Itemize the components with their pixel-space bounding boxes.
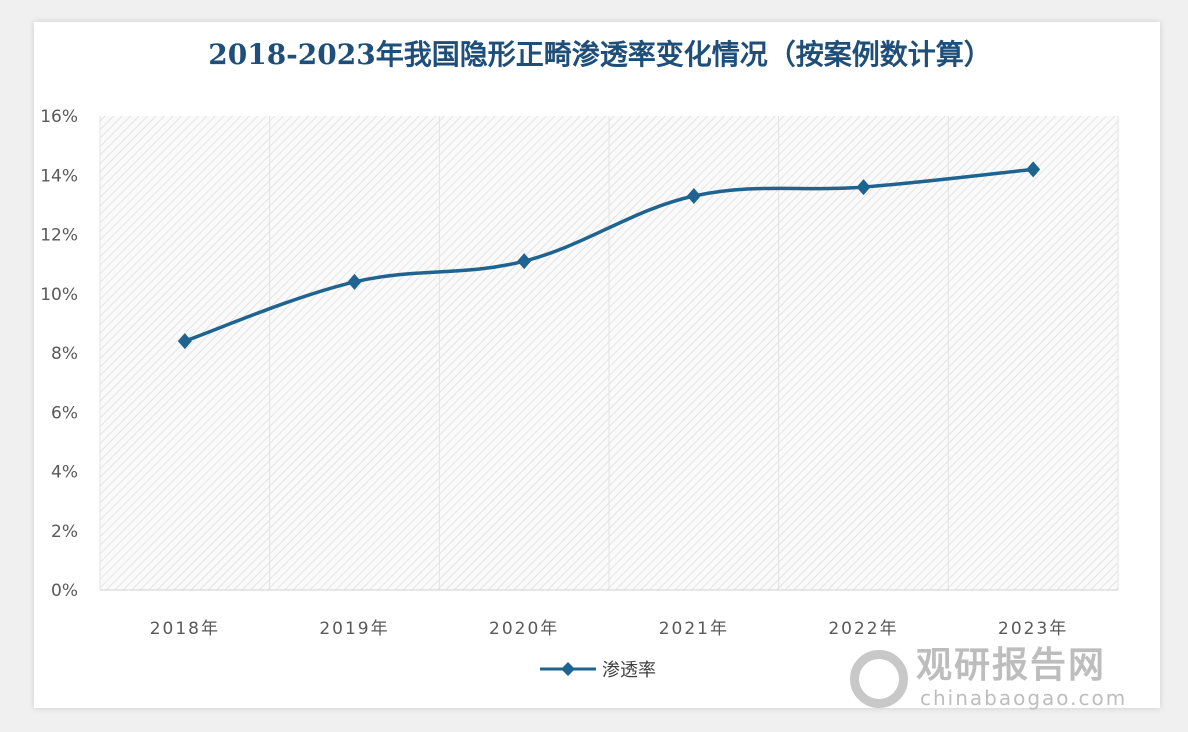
x-tick-label: 2023年 bbox=[998, 619, 1068, 639]
x-tick-label: 2019年 bbox=[319, 619, 389, 639]
legend-label: 渗透率 bbox=[602, 660, 656, 681]
data-point-marker bbox=[856, 179, 871, 196]
y-tick-label: 4% bbox=[51, 463, 78, 483]
watermark-logo-icon bbox=[850, 650, 908, 708]
chart-title: 2018-2023年我国隐形正畸渗透率变化情况（按案例数计算） bbox=[208, 38, 992, 71]
y-tick-label: 12% bbox=[40, 226, 78, 246]
series-line bbox=[184, 167, 1034, 343]
y-tick-label: 2% bbox=[51, 522, 78, 542]
watermark-cn: 观研报告网 bbox=[916, 645, 1107, 686]
legend-line-diamond-icon bbox=[540, 662, 596, 676]
data-point-marker bbox=[686, 187, 701, 204]
watermark-en: chinabaogao.com bbox=[920, 686, 1128, 710]
y-tick-label: 0% bbox=[51, 581, 78, 601]
y-tick-label: 14% bbox=[40, 166, 78, 186]
y-tick-label: 10% bbox=[40, 285, 78, 305]
y-tick-label: 16% bbox=[40, 107, 78, 127]
data-point-marker bbox=[177, 333, 192, 350]
data-point-marker bbox=[1026, 161, 1041, 178]
y-tick-label: 8% bbox=[51, 344, 78, 364]
x-tick-label: 2020年 bbox=[489, 619, 559, 639]
watermark: 观研报告网 chinabaogao.com bbox=[850, 646, 1127, 710]
data-point-marker bbox=[347, 273, 362, 290]
x-tick-label: 2018年 bbox=[150, 619, 220, 639]
x-tick-label: 2021年 bbox=[659, 619, 729, 639]
x-tick-label: 2022年 bbox=[828, 619, 898, 639]
y-tick-label: 6% bbox=[51, 403, 78, 423]
legend: 渗透率 bbox=[540, 656, 656, 682]
data-point-marker bbox=[517, 253, 532, 270]
